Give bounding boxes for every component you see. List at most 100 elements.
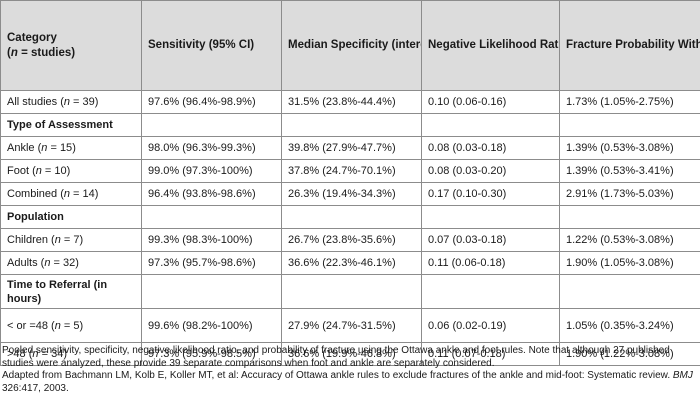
- likelihood-ratio-cell: 0.11 (0.06-0.18): [421, 251, 560, 275]
- header-category-line1: Category: [7, 32, 57, 44]
- likelihood-ratio-cell: 0.07 (0.03-0.18): [421, 228, 560, 252]
- empty-cell: [281, 205, 422, 229]
- row-category: < or =48 (n = 5): [0, 308, 142, 343]
- row-category-label: Combined: [7, 188, 58, 200]
- table-footnotes: Pooled sensitivity, specificity, negativ…: [2, 345, 698, 395]
- footnote-description: Pooled sensitivity, specificity, negativ…: [2, 345, 670, 369]
- specificity-cell: 26.7% (23.8%-35.6%): [281, 228, 422, 252]
- empty-cell: [559, 205, 700, 229]
- empty-cell: [421, 113, 560, 137]
- specificity-cell: 36.6% (22.3%-46.1%): [281, 251, 422, 275]
- row-study-count: 32: [62, 257, 76, 269]
- empty-cell: [281, 113, 422, 137]
- header-sensitivity: Sensitivity (95% CI): [141, 0, 282, 91]
- specificity-cell: 37.8% (24.7%-70.1%): [281, 159, 422, 183]
- fracture-probability-cell: 1.39% (0.53%-3.41%): [559, 159, 700, 183]
- footnote-source: Adapted from Bachmann LM, Kolb E, Koller…: [2, 370, 698, 395]
- row-study-count: 39: [82, 96, 95, 108]
- empty-cell: [421, 274, 560, 309]
- header-category: Category (n = studies): [0, 0, 142, 91]
- sensitivity-cell: 99.0% (97.3%-100%): [141, 159, 282, 183]
- likelihood-ratio-cell: 0.10 (0.06-0.16): [421, 90, 560, 114]
- row-category-label: Children: [7, 234, 48, 246]
- specificity-cell: 31.5% (23.8%-44.4%): [281, 90, 422, 114]
- sensitivity-cell: 97.6% (96.4%-98.9%): [141, 90, 282, 114]
- sensitivity-cell: 98.0% (96.3%-99.3%): [141, 136, 282, 160]
- table-row: < or =48 (n = 5) 99.6% (98.2%-100%) 27.9% …: [0, 308, 700, 343]
- fracture-probability-cell: 1.90% (1.05%-3.08%): [559, 251, 700, 275]
- fracture-probability-cell: 2.91% (1.73%-5.03%): [559, 182, 700, 206]
- section-heading: Population: [0, 205, 142, 229]
- row-category: >48 (n = 34): [0, 342, 142, 366]
- sensitivity-cell: 99.6% (98.2%-100%): [141, 308, 282, 343]
- fracture-probability-cell: 1.22% (0.53%-3.08%): [559, 228, 700, 252]
- fracture-probability-cell: 1.05% (0.35%-3.24%): [559, 308, 700, 343]
- fracture-probability-cell: 1.90% (1.22%-3.08%): [559, 342, 700, 366]
- row-category: Ankle (n = 15): [0, 136, 142, 160]
- table-row: >48 (n = 34) 97.3% (95.9%-98.5%) 36.6% (19…: [0, 342, 700, 366]
- header-category-paren-open: (: [7, 46, 11, 59]
- row-category: Foot (n = 10): [0, 159, 142, 183]
- header-likelihood-ratio: Negative Likelihood Ratio (95% CI): [421, 0, 560, 91]
- header-fracture-probability: Fracture Probability With Negative Rule,…: [559, 0, 700, 91]
- table-row: All studies (n = 39) 97.6% (96.4%-98.9%) 3…: [0, 90, 700, 114]
- footnote-source-journal: BMJ: [672, 370, 693, 381]
- empty-cell: [421, 205, 560, 229]
- row-study-count: 14: [82, 188, 95, 200]
- header-specificity: Median Specificity (interquartile range): [281, 0, 422, 91]
- section-row: Time to Referral (in hours): [0, 274, 700, 309]
- row-category: Combined (n = 14): [0, 182, 142, 206]
- likelihood-ratio-cell: 0.17 (0.10-0.30): [421, 182, 560, 206]
- section-row: Population: [0, 205, 700, 229]
- empty-cell: [281, 274, 422, 309]
- sensitivity-cell: 96.4% (93.8%-98.6%): [141, 182, 282, 206]
- sensitivity-cell: 99.3% (98.3%-100%): [141, 228, 282, 252]
- row-category-label: < or =48: [7, 319, 48, 332]
- header-category-n: n: [10, 46, 18, 59]
- table-row: Adults (n = 32) 97.3% (95.7%-98.6%) 36.6% …: [0, 251, 700, 275]
- specificity-cell: 26.3% (19.4%-34.3%): [281, 182, 422, 206]
- empty-cell: [141, 113, 282, 137]
- row-category: Children (n = 7): [0, 228, 142, 252]
- row-study-count: 15: [59, 142, 73, 154]
- results-table: Category (n = studies) Sensitivity (95% …: [0, 0, 700, 366]
- sensitivity-cell: 97.3% (95.7%-98.6%): [141, 251, 282, 275]
- row-study-count: 10: [54, 165, 67, 177]
- table-row: Combined (n = 14) 96.4% (93.8%-98.6%) 26.3…: [0, 182, 700, 206]
- row-study-count: 5: [73, 319, 80, 332]
- likelihood-ratio-cell: 0.06 (0.02-0.19): [421, 308, 560, 343]
- table-row: Ankle (n = 15) 98.0% (96.3%-99.3%) 39.8% (…: [0, 136, 700, 160]
- empty-cell: [141, 205, 282, 229]
- row-category-label: Ankle: [7, 142, 35, 154]
- likelihood-ratio-cell: 0.08 (0.03-0.18): [421, 136, 560, 160]
- row-category-label: All studies: [7, 96, 58, 108]
- table-body: All studies (n = 39) 97.6% (96.4%-98.9%) 3…: [0, 90, 700, 366]
- row-study-count: 7: [73, 234, 80, 246]
- header-category-suffix: = studies): [17, 46, 76, 59]
- section-heading: Type of Assessment: [0, 113, 142, 137]
- empty-cell: [141, 274, 282, 309]
- fracture-probability-cell: 1.73% (1.05%-2.75%): [559, 90, 700, 114]
- row-category: All studies (n = 39): [0, 90, 142, 114]
- section-row: Type of Assessment: [0, 113, 700, 137]
- specificity-cell: 39.8% (27.9%-47.7%): [281, 136, 422, 160]
- row-study-count: 34: [51, 348, 64, 360]
- section-heading: Time to Referral (in hours): [0, 274, 142, 309]
- sensitivity-cell: 97.3% (95.9%-98.5%): [141, 342, 282, 366]
- row-category-label: >48: [7, 348, 26, 360]
- empty-cell: [559, 113, 700, 137]
- specificity-cell: 36.6% (19.9%-46.8%): [281, 342, 422, 366]
- table-header: Category (n = studies) Sensitivity (95% …: [0, 0, 700, 91]
- likelihood-ratio-cell: 0.11 (0.07-0.18): [421, 342, 560, 366]
- footnote-source-text: Adapted from Bachmann LM, Kolb E, Koller…: [2, 370, 673, 381]
- table-row: Foot (n = 10) 99.0% (97.3%-100%) 37.8% (24…: [0, 159, 700, 183]
- empty-cell: [559, 274, 700, 309]
- row-category-label: Adults: [7, 257, 38, 269]
- table-row: Children (n = 7) 99.3% (98.3%-100%) 26.7% …: [0, 228, 700, 252]
- row-category-label: Foot: [7, 165, 30, 177]
- footnote-source-citation: 326:417, 2003.: [2, 382, 69, 394]
- row-category: Adults (n = 32): [0, 251, 142, 275]
- specificity-cell: 27.9% (24.7%-31.5%): [281, 308, 422, 343]
- fracture-probability-cell: 1.39% (0.53%-3.08%): [559, 136, 700, 160]
